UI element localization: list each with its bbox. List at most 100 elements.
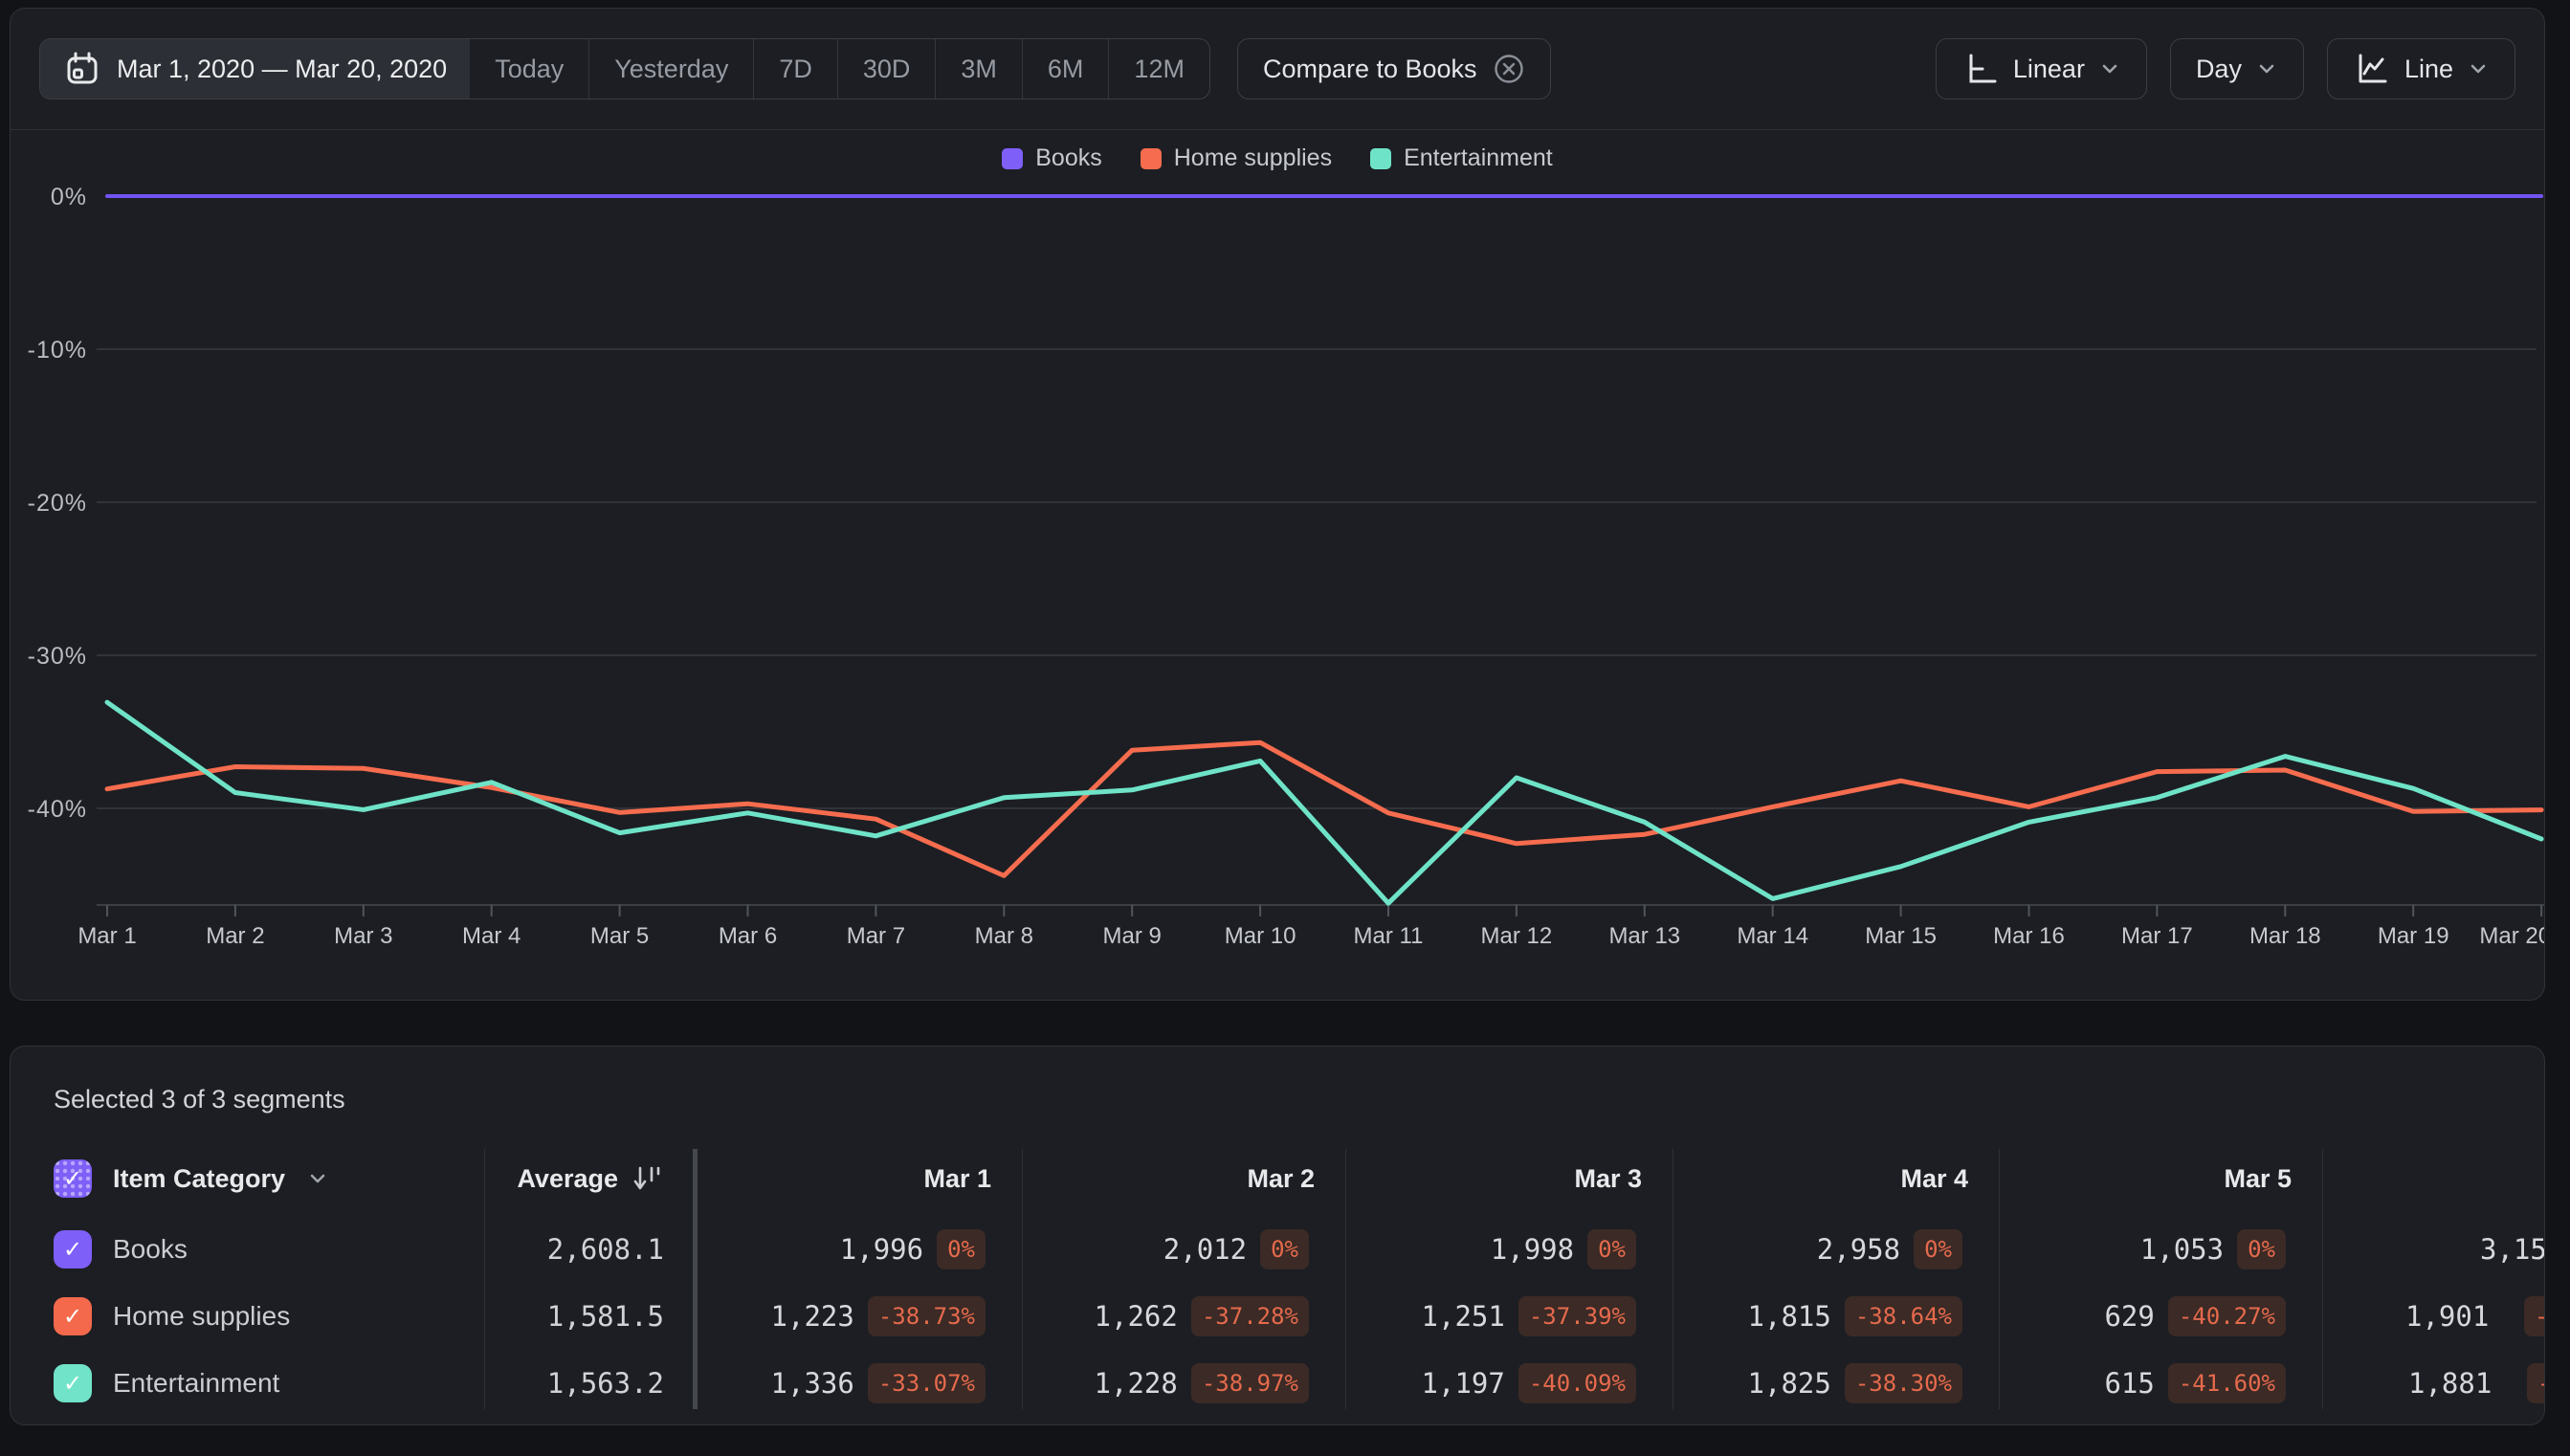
chart-type-select[interactable]: Line	[2326, 38, 2515, 99]
linear-axis-icon	[1961, 50, 2000, 88]
segment-checkbox-home-supplies[interactable]: ✓	[54, 1297, 92, 1335]
cell-value: 1,262	[1094, 1300, 1178, 1333]
chevron-down-icon[interactable]	[306, 1167, 329, 1190]
x-axis-tick-label: Mar 10	[1225, 923, 1296, 949]
scale-label: Linear	[2012, 54, 2085, 83]
average-value: 1,563.2	[546, 1367, 664, 1400]
x-axis-tick-label: Mar 7	[847, 923, 905, 949]
remove-compare-icon[interactable]	[1493, 53, 1525, 85]
delta-badge: -38.64%	[1844, 1296, 1962, 1336]
date-range-button[interactable]: Mar 1, 2020 — Mar 20, 2020	[40, 39, 471, 99]
segment-name: Home supplies	[113, 1301, 291, 1331]
delta-badge-clipped-home-supplies: -3	[2524, 1283, 2544, 1350]
quick-range-button-3m[interactable]: 3M	[935, 39, 1022, 99]
x-axis-tick-label: Mar 12	[1481, 923, 1553, 949]
compare-to-books-button[interactable]: Compare to Books	[1236, 38, 1551, 99]
x-axis-tick-label: Mar 8	[975, 923, 1033, 949]
legend-label: Entertainment	[1404, 144, 1553, 171]
date-range-label: Mar 1, 2020 — Mar 20, 2020	[117, 54, 448, 83]
cell-value-clipped: 1,881	[2408, 1367, 2492, 1400]
x-axis-tick-label: Mar 5	[590, 923, 649, 949]
cell-value: 1,336	[770, 1367, 854, 1400]
cell-entertainment-day5: 615 -41.60%	[2104, 1350, 2286, 1417]
delta-badge: -3	[2524, 1296, 2544, 1336]
table-header-average: Average	[517, 1145, 664, 1212]
cell-home-supplies-day3: 1,251 -37.39%	[1422, 1283, 1636, 1350]
x-axis-tick-label: Mar 18	[2249, 923, 2321, 949]
cell-books-day3: 1,998 0%	[1491, 1216, 1636, 1283]
x-axis-tick-label: Mar 17	[2121, 923, 2193, 949]
scale-select[interactable]: Linear	[1935, 38, 2147, 99]
legend-swatch-icon	[1002, 147, 1024, 169]
x-axis-tick-label: Mar 3	[334, 923, 392, 949]
x-axis-tick-label: Mar 2	[206, 923, 264, 949]
cell-home-supplies-day4: 1,815 -38.64%	[1748, 1283, 1962, 1350]
chart-legend: Books Home supplies Entertainment	[11, 144, 2544, 172]
select-all-checkbox[interactable]: ✓	[54, 1159, 92, 1198]
chevron-down-icon	[2467, 57, 2490, 80]
x-axis-tick-label: Mar 13	[1608, 923, 1680, 949]
delta-badge: 0%	[1260, 1229, 1309, 1269]
cell-entertainment-day2: 1,228 -38.97%	[1095, 1350, 1309, 1417]
column-divider	[1022, 1149, 1023, 1409]
x-axis-tick-label: Mar 20	[2479, 923, 2545, 949]
cell-average-home-supplies: 1,581.5	[547, 1283, 664, 1350]
cell-books-clipped: 3,15	[2480, 1216, 2544, 1283]
x-axis-tick-label: Mar 1	[78, 923, 136, 949]
line-chart[interactable]: 0% -10% -20% -30% -40% Mar 1 Mar 2 Mar 3 Mar 4 Ma…	[11, 9, 2545, 994]
delta-badge: 0%	[1587, 1229, 1636, 1269]
delta-badge-clipped-entertainment: -4	[2527, 1350, 2544, 1417]
legend-item-home-supplies[interactable]: Home supplies	[1140, 144, 1333, 172]
sort-descending-icon[interactable]	[631, 1164, 664, 1193]
cell-value-clipped: 1,901	[2405, 1300, 2490, 1333]
quick-range-button-30d[interactable]: 30D	[836, 39, 936, 99]
granularity-select[interactable]: Day	[2169, 38, 2304, 99]
segment-checkbox-entertainment[interactable]: ✓	[54, 1364, 92, 1402]
column-divider	[1345, 1149, 1346, 1409]
cell-books-day4: 2,958 0%	[1817, 1216, 1962, 1283]
cell-books-day5: 1,053 0%	[2140, 1216, 2286, 1283]
cell-value: 2,012	[1163, 1233, 1248, 1266]
column-divider	[1999, 1149, 2000, 1409]
cell-average-entertainment: 1,563.2	[547, 1350, 664, 1417]
table-header-mar-4: Mar 4	[1900, 1145, 1968, 1212]
table-header-mar-3: Mar 3	[1574, 1145, 1642, 1212]
cell-value: 629	[2104, 1300, 2155, 1333]
segment-checkbox-books[interactable]: ✓	[54, 1230, 92, 1268]
legend-item-entertainment[interactable]: Entertainment	[1370, 144, 1553, 172]
y-axis-tick-label: -40%	[28, 796, 87, 823]
delta-badge: -4	[2527, 1363, 2544, 1403]
date-range-group: Mar 1, 2020 — Mar 20, 2020 Today Yesterda…	[39, 38, 1210, 99]
check-icon: ✓	[62, 1370, 83, 1397]
check-icon: ✓	[62, 1165, 83, 1192]
quick-range-button-yesterday[interactable]: Yesterday	[588, 39, 753, 99]
delta-badge: -40.09%	[1518, 1363, 1636, 1403]
segment-name: Entertainment	[113, 1368, 280, 1398]
quick-range-button-7d[interactable]: 7D	[753, 39, 837, 99]
compare-label: Compare to Books	[1262, 54, 1477, 83]
toolbar-left-group: Mar 1, 2020 — Mar 20, 2020 Today Yesterda…	[39, 38, 1551, 99]
cell-home-supplies-day5: 629 -40.27%	[2104, 1283, 2286, 1350]
x-axis-tick-label: Mar 16	[1993, 923, 2065, 949]
quick-range-button-today[interactable]: Today	[470, 39, 588, 99]
cell-home-supplies-day1: 1,223 -38.73%	[771, 1283, 986, 1350]
table-header-mar-2: Mar 2	[1247, 1145, 1315, 1212]
day-header-label: Mar 2	[1247, 1163, 1315, 1193]
quick-range-button-6m[interactable]: 6M	[1021, 39, 1109, 99]
legend-swatch-icon	[1370, 147, 1392, 169]
average-header-label: Average	[517, 1163, 618, 1193]
table-header-mar-1: Mar 1	[923, 1145, 991, 1212]
cell-value: 1,996	[839, 1233, 924, 1266]
legend-label: Home supplies	[1173, 144, 1333, 171]
column-divider	[484, 1149, 485, 1409]
legend-item-books[interactable]: Books	[1002, 144, 1102, 172]
day-header-label: Mar 4	[1900, 1163, 1968, 1193]
delta-badge: -38.30%	[1844, 1363, 1962, 1403]
delta-badge: -38.73%	[867, 1296, 986, 1336]
segment-name: Books	[113, 1234, 188, 1264]
y-axis-tick-label: -20%	[28, 490, 87, 517]
category-header-label: Item Category	[113, 1163, 286, 1193]
table-header-mar-5: Mar 5	[2224, 1145, 2292, 1212]
quick-range-button-12m[interactable]: 12M	[1108, 39, 1209, 99]
series-line-entertainment[interactable]	[104, 699, 2544, 906]
